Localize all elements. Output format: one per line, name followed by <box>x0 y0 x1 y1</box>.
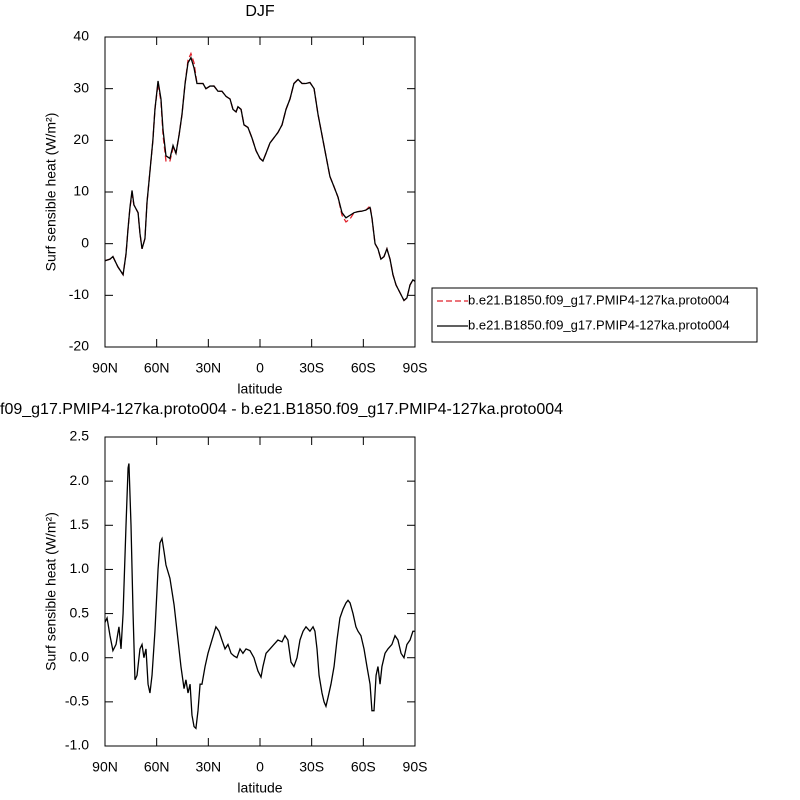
data-line <box>104 463 415 730</box>
y-tick-label: 20 <box>73 131 89 147</box>
x-tick-label: 30S <box>299 360 324 376</box>
legend-box <box>431 287 758 343</box>
plot-frame <box>104 36 416 348</box>
x-tick-label: 90S <box>403 360 428 376</box>
y-tick-label: 0.5 <box>70 604 90 620</box>
chart-title: DJF <box>245 3 275 20</box>
legend-text: b.e21.B1850.f09_g17.PMIP4-127ka.proto004 <box>468 292 730 307</box>
x-tick-label: 30N <box>195 360 221 376</box>
data-line <box>104 56 416 302</box>
y-tick-label: 0 <box>81 234 89 250</box>
x-tick-label: 30S <box>299 759 324 775</box>
y-tick-label: 0.0 <box>70 648 90 664</box>
y-axis-label: Surf sensible heat (W/m²) <box>43 113 59 272</box>
x-tick-label: 30N <box>195 759 221 775</box>
y-tick-label: -20 <box>69 338 89 354</box>
legend-text: b.e21.B1850.f09_g17.PMIP4-127ka.proto004 <box>468 317 730 332</box>
x-tick-label: 60S <box>351 360 376 376</box>
y-tick-label: -1.0 <box>65 737 89 753</box>
y-tick-label: 40 <box>73 28 89 44</box>
x-tick-label: 90N <box>92 360 118 376</box>
x-tick-label: 60S <box>351 759 376 775</box>
x-tick-label: 0 <box>256 360 264 376</box>
y-axis-label: Surf sensible heat (W/m²) <box>43 512 59 671</box>
y-tick-label: 1.0 <box>70 560 90 576</box>
y-tick-label: 2.0 <box>70 472 90 488</box>
data-line <box>104 51 416 302</box>
x-tick-label: 60N <box>144 759 170 775</box>
y-tick-label: -0.5 <box>65 693 89 709</box>
y-tick-label: 1.5 <box>70 516 90 532</box>
plot-frame <box>104 436 416 747</box>
x-axis-label: latitude <box>237 780 282 796</box>
y-tick-label: 10 <box>73 183 89 199</box>
chart-title: f09_g17.PMIP4-127ka.proto004 - b.e21.B18… <box>0 401 563 418</box>
y-tick-label: 30 <box>73 79 89 95</box>
x-axis-label: latitude <box>237 381 282 397</box>
x-tick-label: 90N <box>92 759 118 775</box>
x-tick-label: 90S <box>403 759 428 775</box>
y-tick-label: 2.5 <box>70 428 90 444</box>
y-tick-label: -10 <box>69 286 89 302</box>
x-tick-label: 60N <box>144 360 170 376</box>
x-tick-label: 0 <box>256 759 264 775</box>
